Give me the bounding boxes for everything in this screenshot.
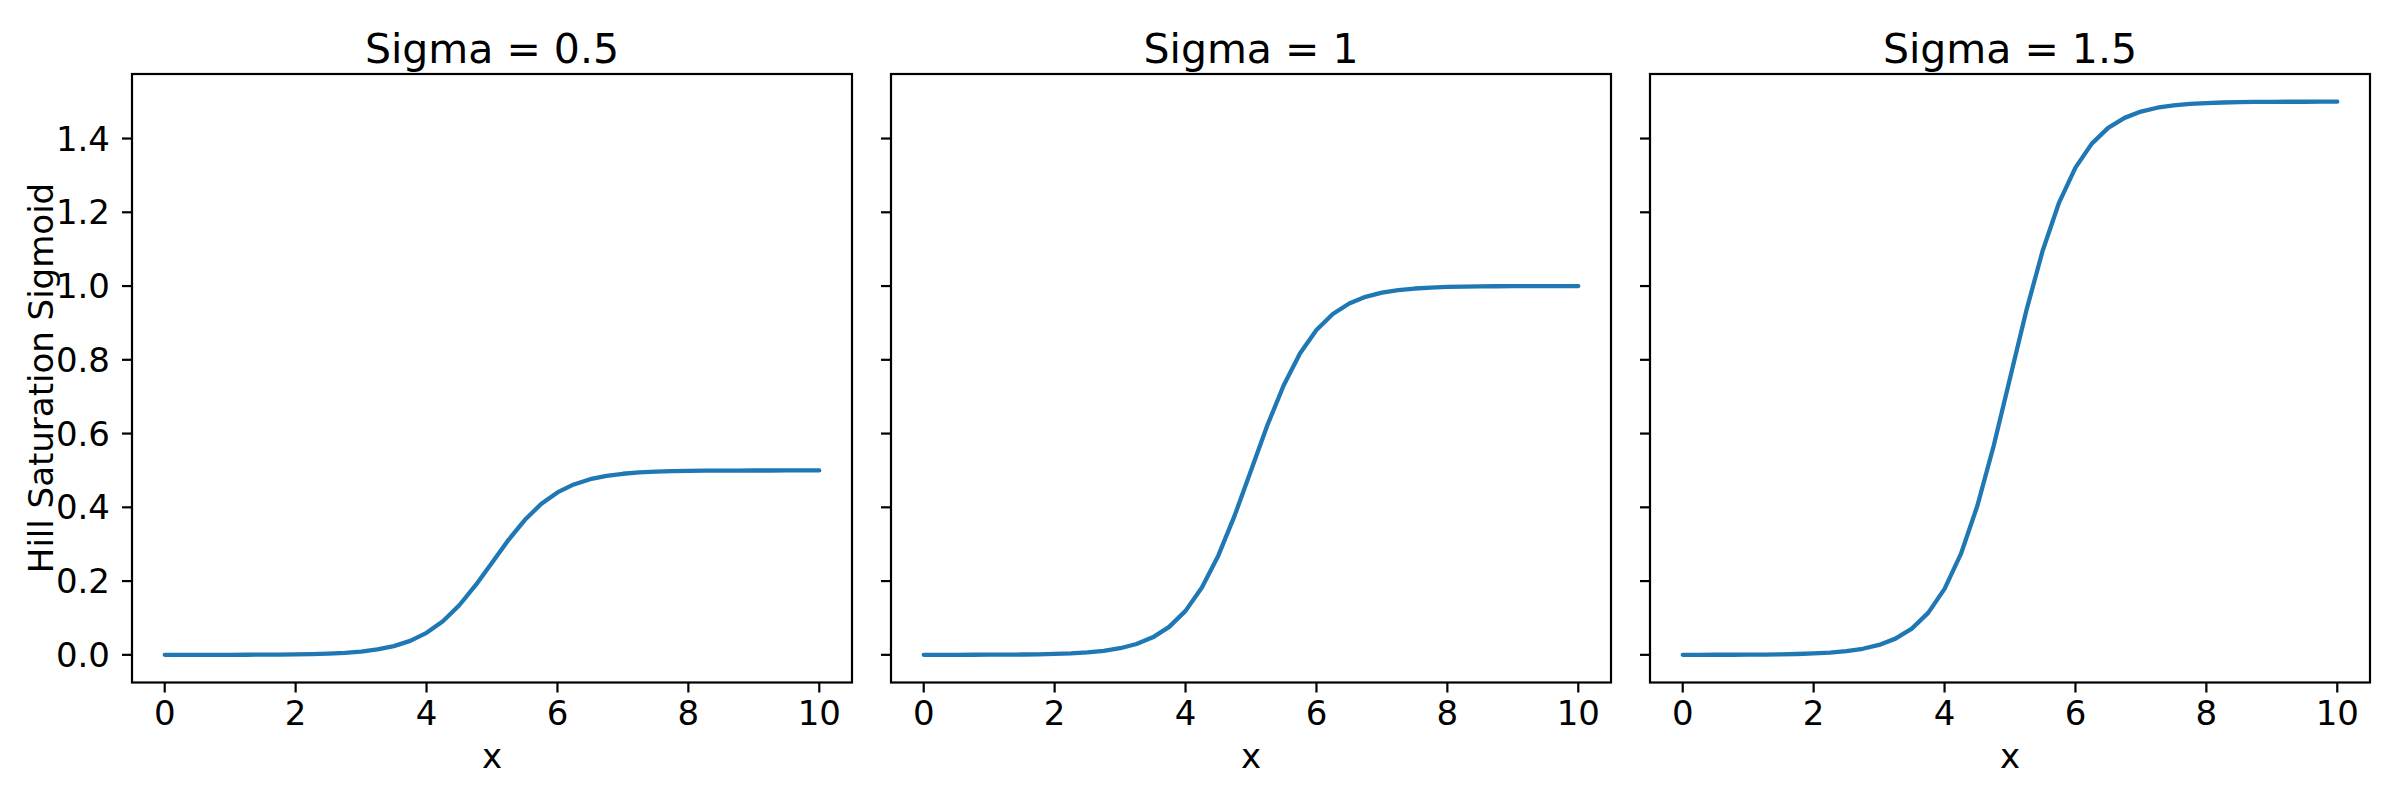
x-tick-label: 6 xyxy=(2065,696,2087,730)
subplot-1-x-axis-label: x xyxy=(482,739,502,773)
y-tick-label: 1.0 xyxy=(56,269,110,303)
y-tick-label: 1.4 xyxy=(56,122,110,156)
x-tick-label: 8 xyxy=(678,696,700,730)
y-tick-label: 0.4 xyxy=(56,490,110,524)
x-tick-label: 8 xyxy=(2196,696,2218,730)
y-tick-label: 1.2 xyxy=(56,195,110,229)
x-tick-label: 10 xyxy=(798,696,841,730)
subplot-2-title: Sigma = 1 xyxy=(1143,26,1358,73)
x-tick-label: 6 xyxy=(547,696,569,730)
plot-canvas xyxy=(0,0,2400,800)
y-tick-label: 0.2 xyxy=(56,564,110,598)
subplot-1-title: Sigma = 0.5 xyxy=(365,26,619,73)
x-tick-label: 4 xyxy=(1934,696,1956,730)
x-tick-label: 2 xyxy=(1044,696,1066,730)
sigmoid-curve-sigma-1.5 xyxy=(1683,102,2338,655)
sigmoid-curve-sigma-1 xyxy=(924,286,1579,655)
subplot-2-axes-box xyxy=(891,74,1611,683)
subplot-2-x-axis-label: x xyxy=(1241,739,1261,773)
y-tick-label: 0.6 xyxy=(56,417,110,451)
subplot-3-title: Sigma = 1.5 xyxy=(1883,26,2137,73)
x-tick-label: 10 xyxy=(2316,696,2359,730)
x-tick-label: 6 xyxy=(1306,696,1328,730)
x-tick-label: 2 xyxy=(1803,696,1825,730)
x-tick-label: 10 xyxy=(1557,696,1600,730)
x-tick-label: 8 xyxy=(1437,696,1459,730)
x-tick-label: 0 xyxy=(1672,696,1694,730)
x-tick-label: 2 xyxy=(285,696,307,730)
x-tick-label: 0 xyxy=(913,696,935,730)
x-tick-label: 4 xyxy=(416,696,438,730)
x-tick-label: 0 xyxy=(154,696,176,730)
y-axis-label: Hill Saturation Sigmoid xyxy=(24,183,58,573)
sigmoid-curve-sigma-0.5 xyxy=(165,470,820,654)
y-tick-label: 0.8 xyxy=(56,343,110,377)
figure: Sigma = 0.5 Sigma = 1 Sigma = 1.5 x x x … xyxy=(0,0,2400,800)
x-tick-label: 4 xyxy=(1175,696,1197,730)
y-tick-label: 0.0 xyxy=(56,638,110,672)
subplot-1-axes-box xyxy=(132,74,852,683)
subplot-3-x-axis-label: x xyxy=(2000,739,2020,773)
